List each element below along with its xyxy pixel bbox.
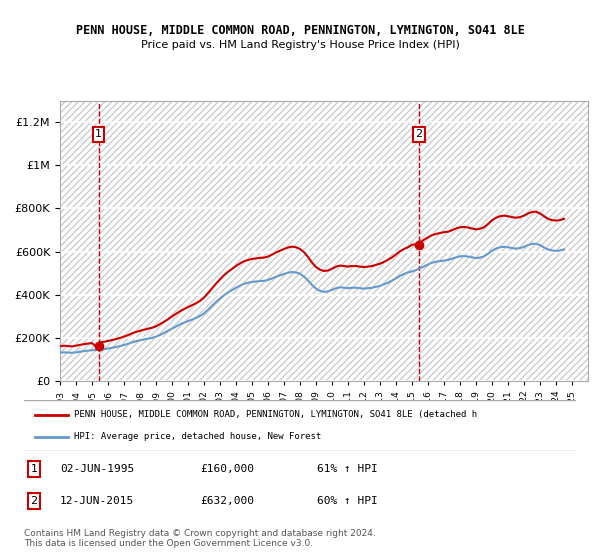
Text: Contains HM Land Registry data © Crown copyright and database right 2024.
This d: Contains HM Land Registry data © Crown c…	[24, 529, 376, 548]
Text: 60% ↑ HPI: 60% ↑ HPI	[317, 496, 377, 506]
Text: 2: 2	[415, 129, 422, 139]
Text: 1: 1	[31, 464, 37, 474]
Text: 12-JUN-2015: 12-JUN-2015	[60, 496, 134, 506]
Text: PENN HOUSE, MIDDLE COMMON ROAD, PENNINGTON, LYMINGTON, SO41 8LE: PENN HOUSE, MIDDLE COMMON ROAD, PENNINGT…	[76, 24, 524, 38]
Text: 1: 1	[95, 129, 102, 139]
Text: Price paid vs. HM Land Registry's House Price Index (HPI): Price paid vs. HM Land Registry's House …	[140, 40, 460, 50]
Text: 61% ↑ HPI: 61% ↑ HPI	[317, 464, 377, 474]
Text: HPI: Average price, detached house, New Forest: HPI: Average price, detached house, New …	[74, 432, 321, 441]
Text: PENN HOUSE, MIDDLE COMMON ROAD, PENNINGTON, LYMINGTON, SO41 8LE (detached h: PENN HOUSE, MIDDLE COMMON ROAD, PENNINGT…	[74, 410, 477, 419]
Text: £632,000: £632,000	[200, 496, 254, 506]
Text: 02-JUN-1995: 02-JUN-1995	[60, 464, 134, 474]
FancyBboxPatch shape	[19, 400, 581, 451]
Text: £160,000: £160,000	[200, 464, 254, 474]
Text: 2: 2	[31, 496, 37, 506]
